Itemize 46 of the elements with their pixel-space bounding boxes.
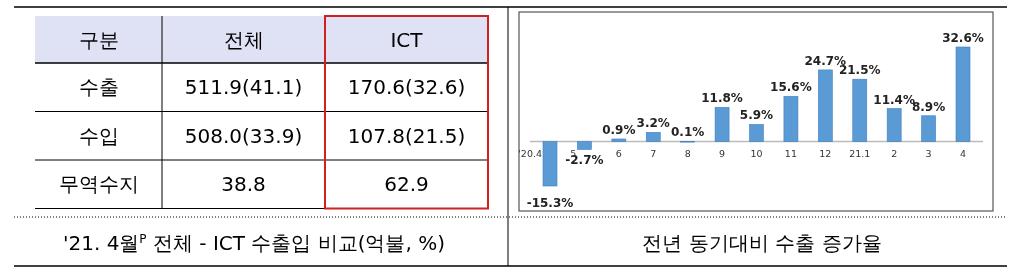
x-tick-label: 21.1 bbox=[849, 147, 871, 159]
text: 107.8(21.5) bbox=[347, 123, 466, 148]
x-tick-label: 12 bbox=[819, 147, 832, 159]
bar bbox=[852, 78, 868, 142]
bar bbox=[886, 108, 902, 142]
bar bbox=[611, 138, 627, 142]
data-label: 3.2% bbox=[636, 116, 670, 131]
data-label: 15.6% bbox=[770, 80, 812, 95]
data-label: 0.9% bbox=[602, 122, 636, 137]
category-label: 수출 bbox=[78, 75, 119, 100]
text: 511.9(41.1) bbox=[184, 75, 303, 100]
text: 구분 bbox=[78, 27, 119, 52]
data-label: 0.1% bbox=[671, 125, 705, 140]
x-tick-label: 6 bbox=[615, 147, 622, 159]
bar bbox=[714, 107, 730, 142]
x-tick-label: 11 bbox=[784, 147, 797, 159]
bar bbox=[749, 124, 764, 142]
bar bbox=[645, 132, 661, 142]
x-tick-label: 2 bbox=[891, 147, 898, 159]
text: 전년 동기대비 수출 증가율 bbox=[642, 231, 882, 255]
data-label: 5.9% bbox=[739, 108, 774, 123]
bar bbox=[542, 141, 558, 187]
text: '21. 4월$^{P}$ 전체 - ICT 수출입 비교(억불, %) bbox=[62, 231, 446, 255]
text: 38.8 bbox=[221, 172, 266, 197]
bar bbox=[921, 115, 936, 142]
bar bbox=[818, 69, 833, 142]
category-label: 수입 bbox=[78, 123, 119, 148]
x-tick-label: 8 bbox=[684, 147, 691, 159]
text: 170.6(32.6) bbox=[347, 75, 466, 100]
data-label: 11.8% bbox=[701, 91, 743, 106]
text: 62.9 bbox=[384, 172, 429, 197]
category-label: 전체 bbox=[223, 27, 264, 52]
bar bbox=[783, 96, 799, 142]
category-label: ICT bbox=[390, 27, 424, 52]
x-tick-label: 10 bbox=[750, 147, 763, 159]
bar bbox=[577, 141, 592, 150]
data-label: -15.3% bbox=[526, 196, 574, 210]
data-label: 32.6% bbox=[942, 31, 984, 45]
text: 508.0(33.9) bbox=[184, 123, 303, 148]
x-tick-label: 4 bbox=[959, 147, 967, 159]
bar bbox=[955, 46, 971, 142]
x-tick-label: 7 bbox=[650, 147, 657, 159]
x-tick-label: 3 bbox=[925, 147, 932, 159]
x-tick-label: '20.4 bbox=[518, 147, 542, 159]
x-tick-label: 9 bbox=[719, 147, 726, 159]
category-label: 무역수지 bbox=[58, 172, 139, 197]
